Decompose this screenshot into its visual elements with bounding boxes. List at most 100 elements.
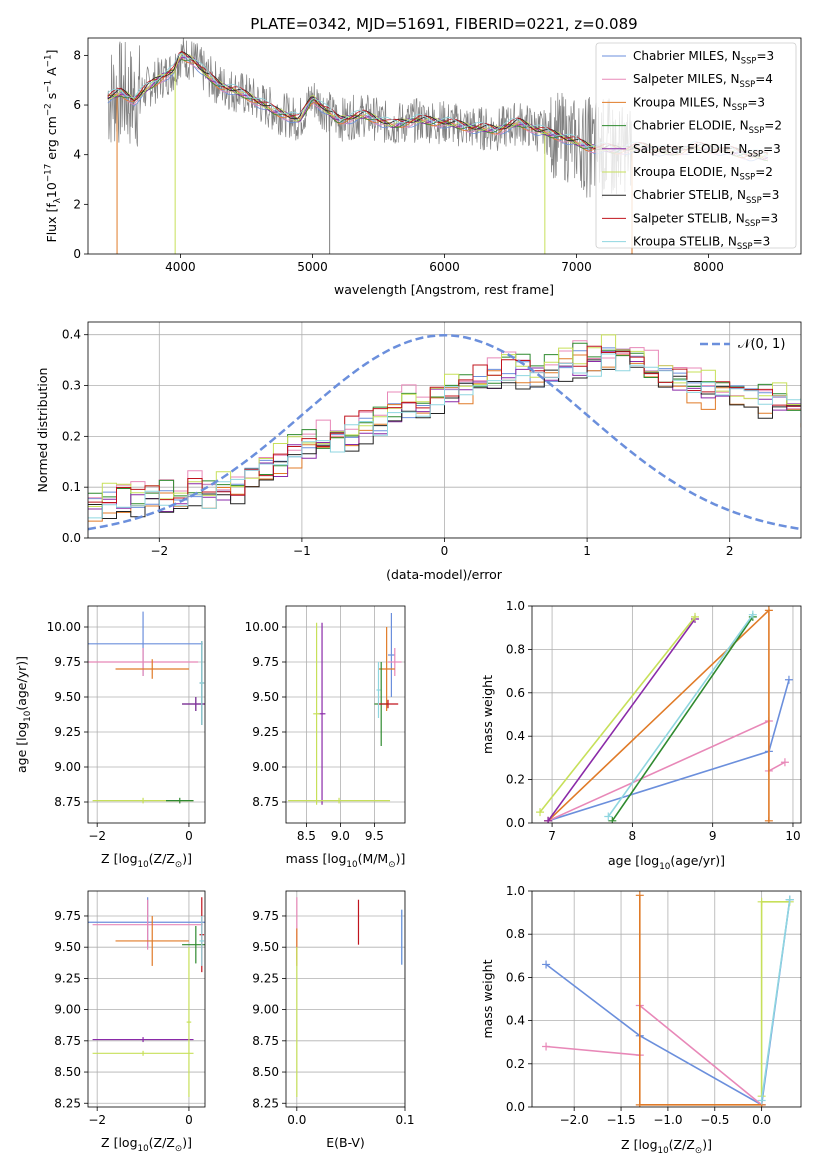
legend-label-part: SSP xyxy=(741,56,757,66)
histogram-kroupa_miles xyxy=(88,354,801,522)
x-tick-label: 10 xyxy=(785,829,800,843)
y-axis-label: age [log10(age/yr)] xyxy=(14,656,33,773)
weight-line-kroupa_miles xyxy=(639,895,762,1106)
legend-label-part: SSP xyxy=(747,148,763,158)
weight-line-kroupa_stelib xyxy=(760,899,791,1101)
y-tick-label: 9.25 xyxy=(252,971,279,985)
x-axis-label-part: ⊙ xyxy=(175,1144,182,1154)
y-axis-label-part: s xyxy=(44,93,59,104)
weight-marker xyxy=(764,816,773,823)
axes-frame xyxy=(285,890,406,1108)
y-tick-label: 0.4 xyxy=(506,1014,525,1028)
x-axis-label-part: 10 xyxy=(658,1146,669,1156)
y-axis-label-part: −2 xyxy=(43,103,53,116)
histogram-chabrier_stelib xyxy=(88,350,801,519)
y-axis-label-part: −1 xyxy=(43,54,53,67)
x-axis-label-part: ⊙ xyxy=(388,860,395,870)
legend-label-part: Chabrier STELIB, N xyxy=(633,188,746,202)
y-tick-label: 8.75 xyxy=(54,795,81,809)
chart-spectrum: 4000 5000 6000 7000 8000 0 2 4 6 8 wavelength [Ang… xyxy=(43,37,802,297)
weight-marker xyxy=(542,1042,551,1051)
x-tick-label: 0.0 xyxy=(287,1113,306,1127)
y-tick-label: 8 xyxy=(73,48,81,62)
x-tick-label: 8.5 xyxy=(297,829,316,843)
y-axis-label-part: erg cm xyxy=(44,116,59,164)
chart-massweight_vs_Z: −2.0 −1.5 −1.0 −0.5 0.0 0.0 0.2 0.4 0.6 0.8 1.0 Z [… xyxy=(480,884,802,1156)
y-tick-label: 9.50 xyxy=(252,690,279,704)
y-tick-label: 9.00 xyxy=(54,760,81,774)
x-axis-label: Z [log10(Z/Z⊙)] xyxy=(621,1137,712,1156)
y-tick-label: 9.50 xyxy=(54,690,81,704)
y-axis-label: Flux [fλ10−17 erg cm−2 s−1 A−1] xyxy=(43,50,62,243)
y-tick-label: 0.6 xyxy=(506,970,525,984)
legend-label: Chabrier STELIB, NSSP=3 xyxy=(633,188,779,205)
weight-marker xyxy=(748,610,757,619)
plot-area xyxy=(532,606,801,823)
x-tick-label: 1 xyxy=(583,544,591,558)
legend-label-part: =3 xyxy=(756,49,774,63)
x-axis-label-part: ⊙ xyxy=(175,860,182,870)
legend-label-part: SSP xyxy=(740,79,756,89)
legend-label: 𝒩(0, 1) xyxy=(738,337,785,352)
y-tick-label: 0.4 xyxy=(62,328,81,342)
axes-frame xyxy=(531,605,802,824)
x-axis-label-part: )] xyxy=(396,851,406,866)
y-tick-label: 9.25 xyxy=(252,725,279,739)
legend-label-part: Chabrier MILES, N xyxy=(633,49,741,63)
x-axis-label-part: )] xyxy=(702,1137,712,1152)
y-tick-label: 9.25 xyxy=(54,725,81,739)
legend-label-part: SSP xyxy=(745,218,761,228)
legend-label-part: SSP xyxy=(749,125,765,135)
x-axis-label: wavelength [Angstrom, rest frame] xyxy=(334,282,554,297)
y-tick-label: 8.50 xyxy=(252,1065,279,1079)
x-tick-label: 7 xyxy=(548,829,556,843)
chart-residuals: −2 −1 0 1 2 0.0 0.1 0.2 0.3 0.4 (data-model)/error… xyxy=(35,321,802,582)
x-axis-label-part: 10 xyxy=(346,860,357,870)
normal-curve xyxy=(88,333,801,531)
weight-marker xyxy=(536,808,545,817)
x-tick-label: 9.0 xyxy=(331,829,350,843)
y-axis-label-part: −1 xyxy=(43,80,53,93)
weight-marker xyxy=(780,758,789,767)
y-tick-label: 9.75 xyxy=(252,655,279,669)
x-tick-label: 8000 xyxy=(693,260,724,274)
legend-label: Chabrier MILES, NSSP=3 xyxy=(633,49,774,66)
axes-frame xyxy=(531,890,802,1108)
y-tick-label: 0.2 xyxy=(506,773,525,787)
x-tick-label: −1 xyxy=(293,544,311,558)
legend-label-part: =2 xyxy=(755,165,773,179)
histogram-kroupa_elodie xyxy=(88,334,801,507)
y-axis-label-part: (age/yr)] xyxy=(14,656,29,711)
legend-label-part: Salpeter ELODIE, N xyxy=(633,142,747,156)
histogram-kroupa_stelib xyxy=(88,353,801,519)
x-tick-label: 9.5 xyxy=(365,829,384,843)
x-tick-label: 0 xyxy=(441,544,449,558)
y-tick-label: 0.2 xyxy=(506,1057,525,1071)
y-tick-label: 0.8 xyxy=(506,642,525,656)
axes-frame xyxy=(87,37,802,255)
x-axis-label-part: E(B-V) xyxy=(326,1135,365,1150)
legend-label: Kroupa STELIB, NSSP=3 xyxy=(633,235,770,252)
y-axis-label-part: age [log xyxy=(14,722,29,773)
x-tick-label: 5000 xyxy=(297,260,328,274)
y-tick-label: 0.8 xyxy=(506,927,525,941)
y-tick-label: 10.00 xyxy=(245,620,279,634)
y-tick-label: 9.75 xyxy=(54,909,81,923)
axes-frame xyxy=(87,890,206,1108)
x-tick-label: 4000 xyxy=(165,260,196,274)
x-axis-label: mass [log10(M/M⊙)] xyxy=(286,851,406,870)
legend-label: Kroupa MILES, NSSP=3 xyxy=(633,95,765,112)
chart-title: PLATE=0342, MJD=51691, FIBERID=0221, z=0… xyxy=(250,15,637,33)
histogram-salpeter_elodie xyxy=(88,348,801,512)
legend-label-part: SSP xyxy=(737,241,753,251)
x-axis-label-part: 10 xyxy=(138,860,149,870)
x-axis-label-part: Z [log xyxy=(621,1137,657,1152)
weight-marker xyxy=(757,1096,766,1105)
x-tick-label: 0.1 xyxy=(395,1113,414,1127)
histogram-salpeter_stelib xyxy=(88,345,801,503)
y-axis-label-part: Flux [f xyxy=(44,203,59,243)
plot-area xyxy=(532,891,801,1107)
legend-label: Salpeter MILES, NSSP=4 xyxy=(633,72,773,89)
